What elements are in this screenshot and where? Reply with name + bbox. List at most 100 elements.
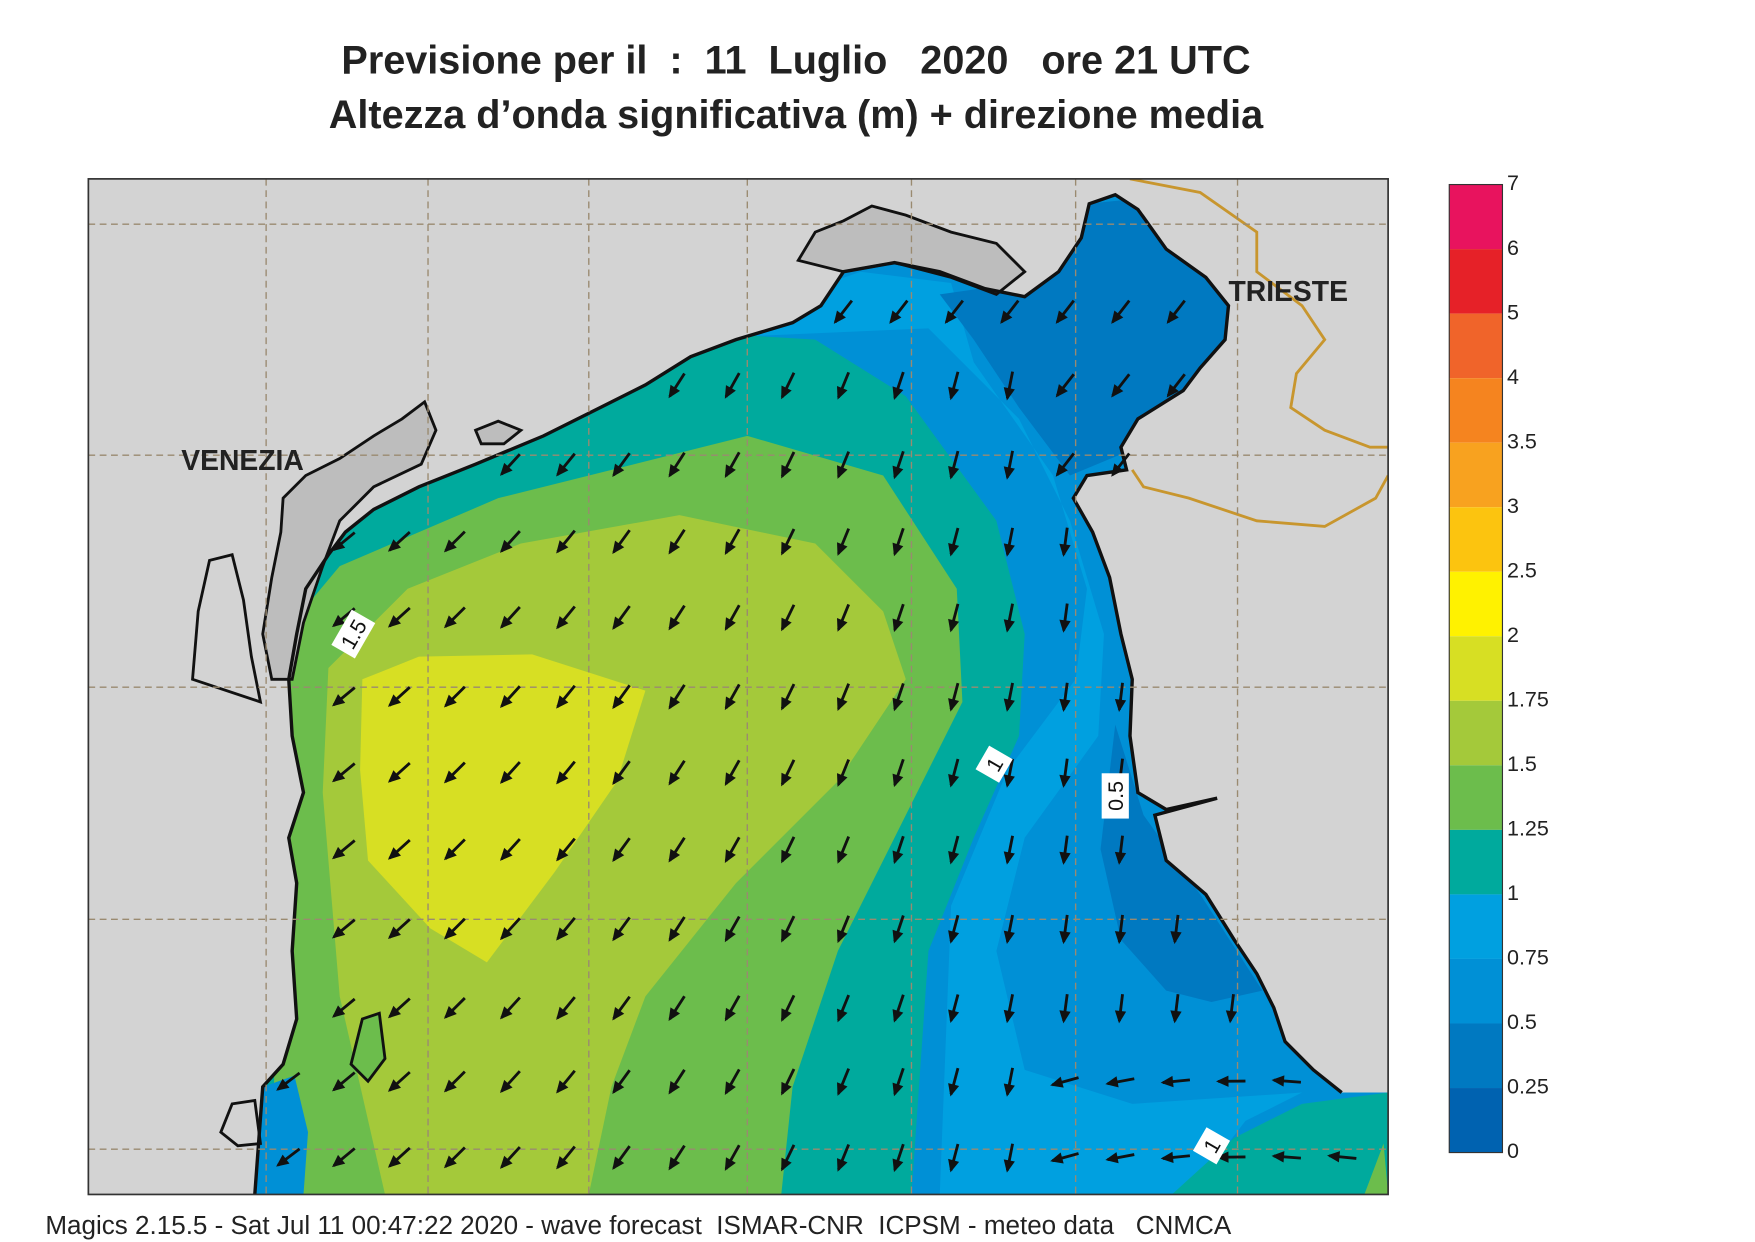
arrow-head	[781, 617, 792, 632]
colorbar-tick-label: 0.75	[1507, 946, 1549, 970]
contour-label: 1	[1192, 1127, 1231, 1165]
arrow-head	[1114, 698, 1127, 713]
arrow-head	[1003, 1083, 1015, 1097]
arrow-head	[556, 616, 569, 630]
arrow-head	[892, 773, 904, 788]
arrow-head	[1003, 1159, 1015, 1173]
arrow-head	[1059, 1010, 1071, 1024]
arrow-head	[724, 1007, 736, 1022]
colorbar-tick-label: 2.5	[1507, 558, 1537, 582]
arrow-head	[387, 926, 401, 940]
arrow-head	[443, 1006, 457, 1019]
colorbar-tick-label: 2	[1507, 623, 1519, 647]
arrow-head	[837, 929, 848, 944]
arrow-head	[781, 1157, 792, 1172]
colorbar-swatch	[1449, 571, 1503, 637]
arrow-head	[1216, 1075, 1229, 1087]
colorbar: 7 6 5 4 3.5 3 2.5 2 1.75 1.5 1.25 1 0.75 0.5 0.25 0	[1448, 171, 1549, 1163]
arrow-head	[668, 928, 681, 942]
arrow-head	[781, 464, 792, 479]
arrow-head	[500, 1079, 513, 1093]
contour-label: 1	[975, 745, 1013, 783]
arrow-head	[1225, 1010, 1238, 1024]
colorbar-tick-label: 5	[1507, 300, 1519, 324]
arrow-head	[612, 771, 625, 785]
wave-zone	[1171, 1092, 1389, 1195]
arrow-head	[948, 1158, 960, 1173]
arrow-head	[612, 1007, 625, 1021]
arrow-head	[1003, 930, 1015, 944]
arrow-head	[1055, 384, 1068, 398]
arrow-head	[612, 927, 625, 942]
arrow-head	[612, 695, 625, 710]
arrow-head	[556, 1006, 569, 1020]
arrow-head	[500, 1006, 513, 1020]
arrow-head	[1111, 463, 1124, 477]
arrow-head	[837, 850, 848, 864]
arrow-head	[332, 1154, 346, 1168]
wave-zone	[254, 1075, 309, 1195]
arrow-head	[837, 773, 848, 787]
colorbar-swatch	[1449, 1088, 1503, 1153]
arrow-head	[1114, 851, 1127, 865]
arrow-head	[668, 848, 681, 863]
arrow-head	[948, 618, 960, 633]
arrow-head	[500, 539, 513, 553]
arrow-head	[837, 1008, 848, 1023]
colorbar-tick-label: 4	[1507, 365, 1519, 389]
map-frame	[87, 178, 1389, 1196]
arrow-head	[1059, 931, 1071, 945]
colorbar-swatch	[1449, 958, 1503, 1024]
arrow-head	[837, 618, 848, 632]
arrow-head	[500, 694, 513, 709]
arrow-head	[948, 1009, 960, 1023]
arrow-head	[500, 462, 513, 476]
arrow-head	[332, 694, 346, 707]
arrow-head	[1166, 310, 1179, 324]
arrow-head	[892, 697, 904, 712]
arrow-head	[781, 1008, 792, 1022]
colorbar-tick-label: 1.75	[1507, 688, 1549, 712]
arrow-head	[387, 539, 401, 552]
colorbar-tick-label: 7	[1507, 171, 1519, 195]
arrow-head	[332, 769, 346, 783]
arrow-head	[781, 385, 792, 400]
arrow-head	[612, 848, 625, 862]
contour-label-text: 0.5	[1104, 781, 1128, 811]
contour-label: 0.5	[1101, 773, 1129, 819]
wave-zone	[1364, 1143, 1389, 1195]
arrow-head	[837, 465, 848, 479]
arrow-head	[332, 614, 346, 628]
arrow-head	[668, 1081, 681, 1095]
arrow-head	[1170, 1010, 1182, 1024]
colorbar-tick-label: 3	[1507, 494, 1519, 518]
arrow-head	[276, 1154, 290, 1167]
arrow-head	[892, 542, 904, 557]
arrow-head	[1003, 619, 1015, 633]
arrow-head	[668, 1007, 681, 1021]
colorbar-swatch	[1449, 700, 1503, 766]
arrow-head	[1003, 698, 1015, 712]
arrow-head	[1059, 619, 1071, 633]
arrow-head	[387, 770, 401, 783]
colorbar-tick-label: 1.25	[1507, 817, 1549, 841]
footer: Magics 2.15.5 - Sat Jul 11 00:47:22 2020…	[45, 1210, 1231, 1240]
place-label: TRIESTE	[1228, 275, 1348, 307]
wave-zone	[360, 654, 646, 963]
arrow-head	[1059, 774, 1071, 788]
arrow-head	[332, 1079, 346, 1092]
arrow-head	[443, 926, 457, 940]
colorbar-tick-label: 0.25	[1507, 1075, 1549, 1099]
arrow-head	[1003, 387, 1015, 401]
arrow-head	[387, 615, 401, 628]
arrow-head	[443, 770, 457, 784]
arrow-head	[948, 773, 960, 788]
subtitle: Altezza d’onda significativa (m) + direz…	[329, 93, 1264, 137]
arrow-head	[1170, 931, 1182, 945]
arrow-head	[781, 928, 792, 943]
arrow-head	[892, 1082, 904, 1097]
arrow-head	[556, 1080, 569, 1094]
arrow-head	[781, 772, 792, 787]
arrow-head	[612, 1156, 625, 1170]
map	[88, 178, 1389, 1195]
